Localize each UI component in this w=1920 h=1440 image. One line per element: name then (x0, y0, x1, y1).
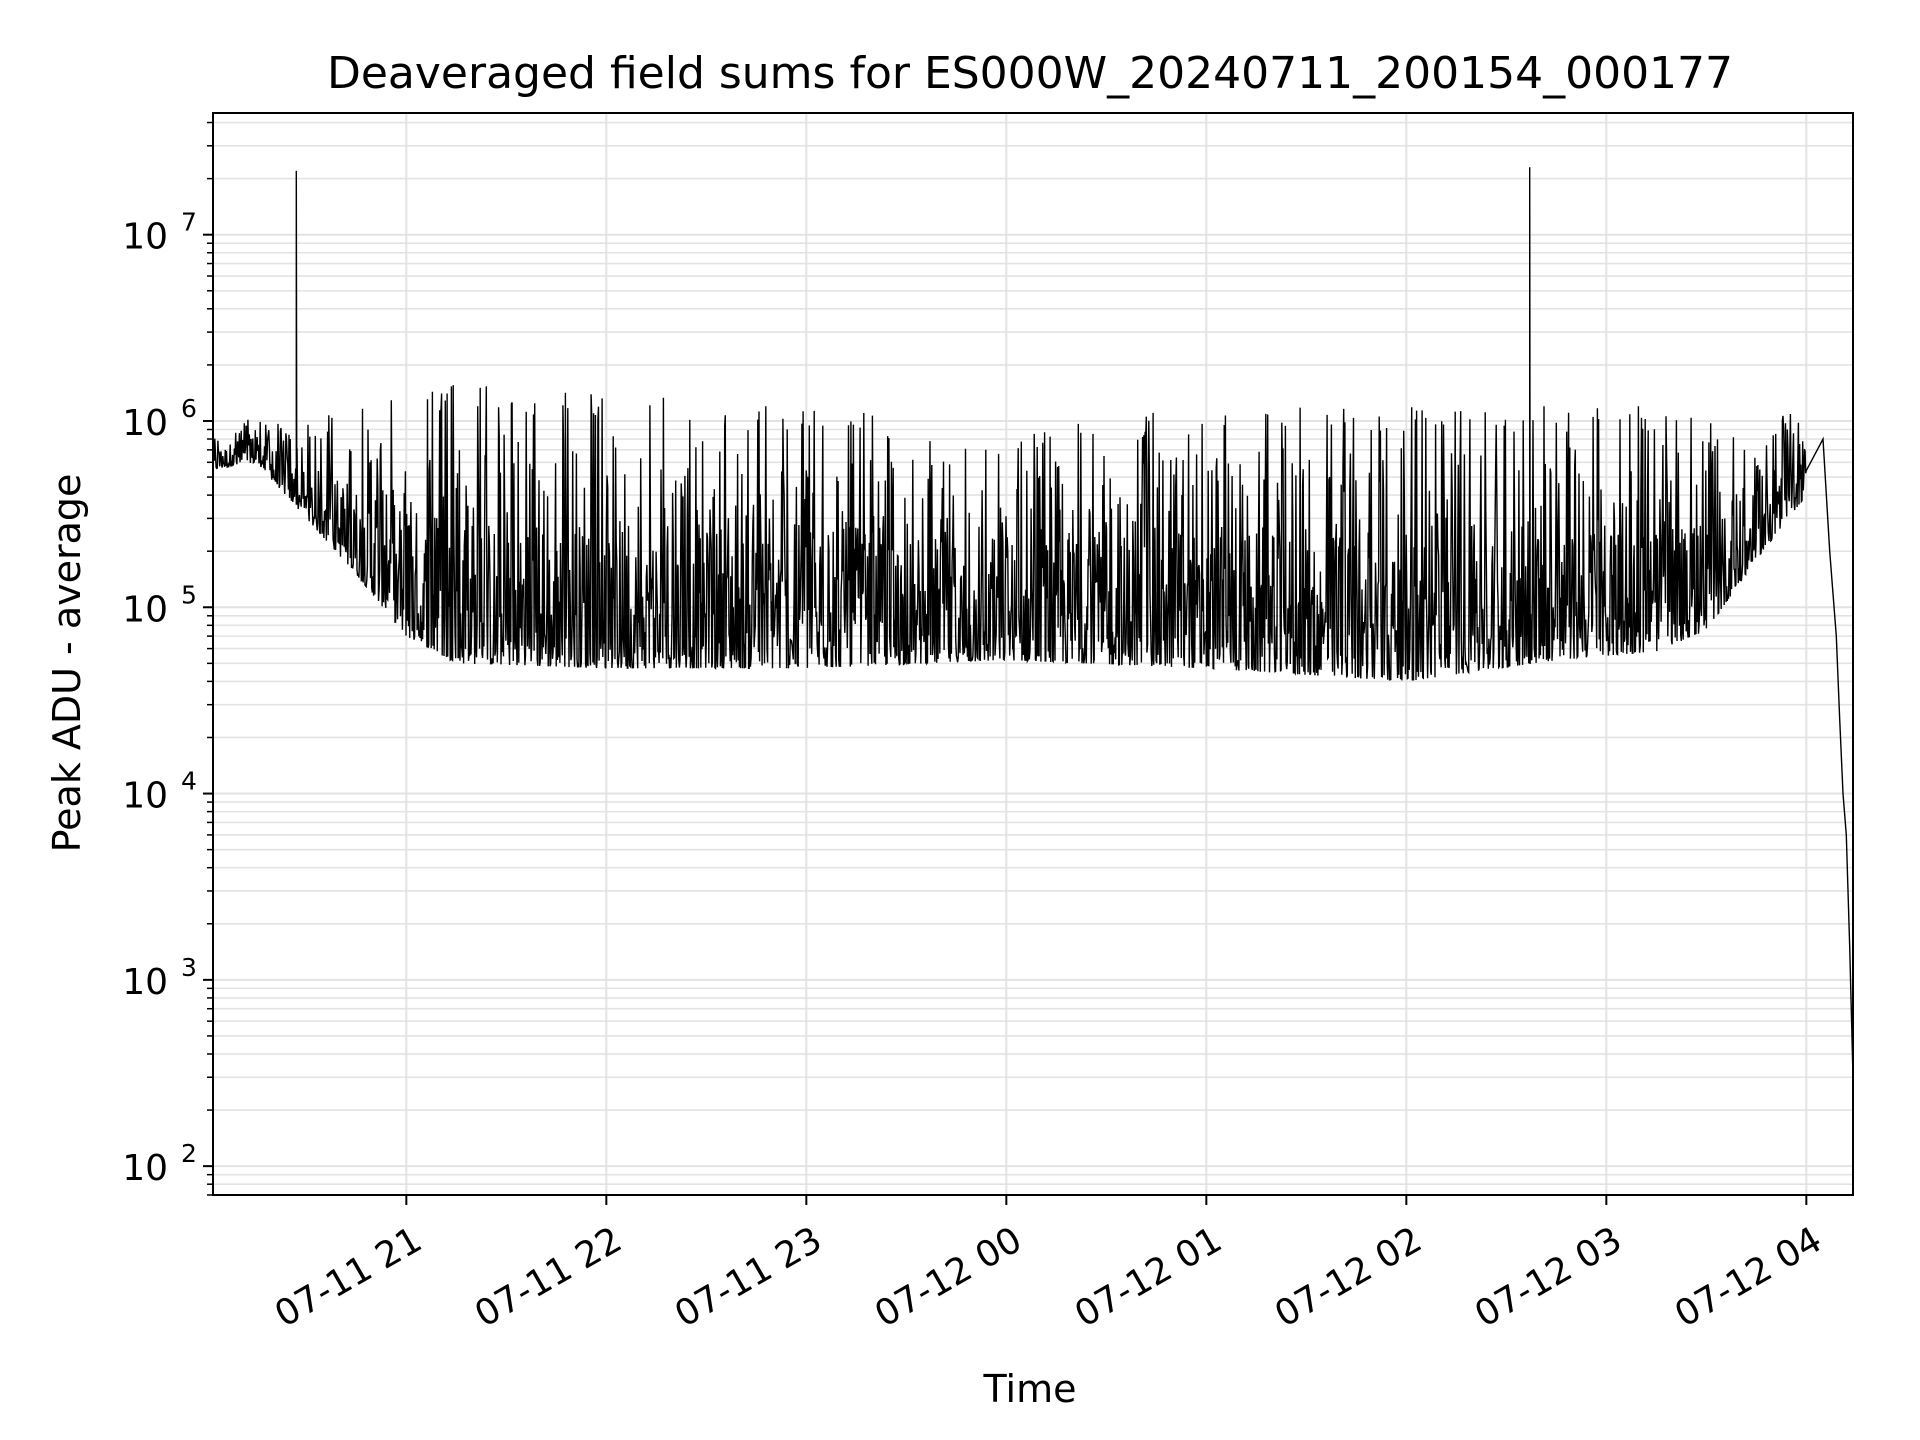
y-tick-label: 10 (122, 589, 168, 630)
y-tick-label-exponent: 6 (181, 394, 197, 423)
data-line-group (213, 167, 1853, 1078)
y-tick-label-exponent: 7 (181, 208, 197, 237)
y-tick-label: 10 (122, 962, 168, 1003)
y-tick-label: 10 (122, 217, 168, 258)
chart-title: Deaveraged field sums for ES000W_2024071… (327, 48, 1733, 99)
data-series-line (213, 167, 1853, 1078)
x-axis-label: Time (983, 1367, 1077, 1411)
y-tick-label-exponent: 2 (181, 1139, 197, 1168)
y-axis-label: Peak ADU - average (45, 474, 89, 853)
y-tick-label: 10 (122, 403, 168, 444)
y-tick-label: 10 (122, 776, 168, 817)
plot-frame (212, 112, 1854, 1196)
grid-lines (213, 113, 1853, 1196)
y-tick-label-exponent: 5 (181, 580, 197, 609)
y-tick-label: 10 (122, 1148, 168, 1189)
y-tick-label-exponent: 3 (181, 953, 197, 982)
y-tick-label-exponent: 4 (181, 767, 197, 796)
